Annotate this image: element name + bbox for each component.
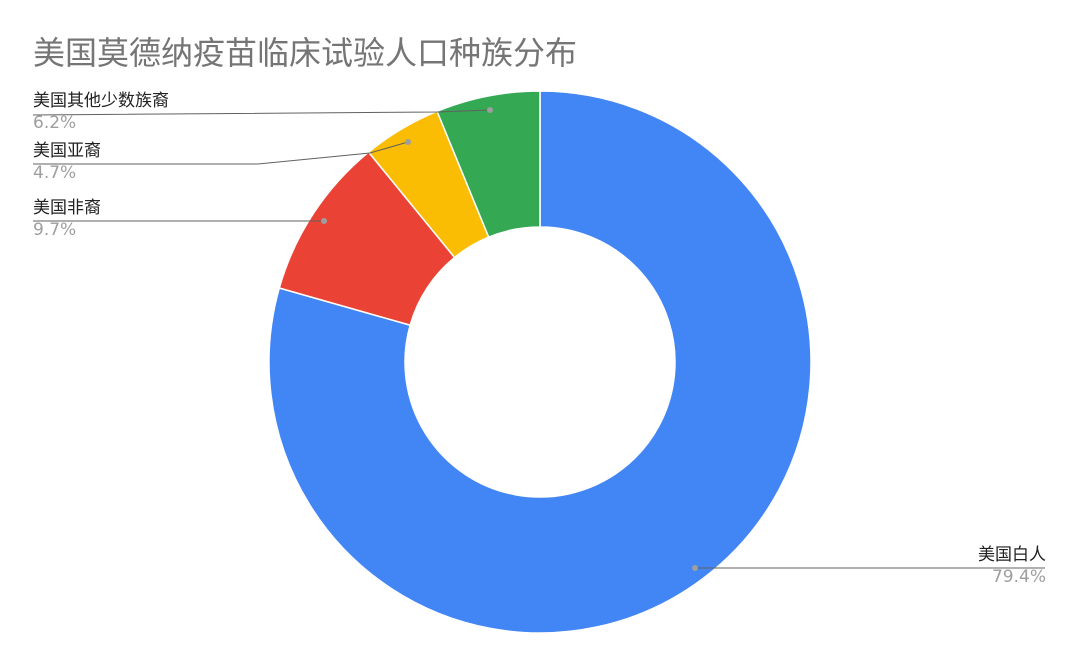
- slice-percent: 79.4%: [991, 567, 1046, 587]
- leader-dot: [405, 139, 411, 145]
- leader-line: [32, 109, 491, 116]
- slice-white[interactable]: [268, 90, 812, 634]
- slice-other[interactable]: [436, 90, 541, 239]
- slice-label-asian: 美国亚裔 4.7%: [33, 140, 101, 184]
- slice-name: 美国非裔: [33, 198, 101, 218]
- slice-name: 美国白人: [978, 545, 1046, 565]
- slice-percent: 9.7%: [33, 220, 77, 240]
- leader-line: [33, 141, 409, 165]
- slice-label-black: 美国非裔 9.7%: [33, 197, 101, 241]
- slice-name: 美国其他少数族裔: [33, 91, 169, 111]
- slice-label-other: 美国其他少数族裔 6.2%: [33, 90, 169, 134]
- slice-percent: 6.2%: [33, 113, 77, 133]
- slice-name: 美国亚裔: [33, 141, 101, 161]
- leader-dot: [321, 218, 327, 224]
- slice-percent: 4.7%: [33, 163, 77, 183]
- chart-title: 美国莫德纳疫苗临床试验人口种族分布: [33, 34, 578, 72]
- leader-dot: [487, 107, 493, 113]
- leader-dot: [692, 565, 698, 571]
- slice-label-white: 美国白人 79.4%: [978, 544, 1046, 588]
